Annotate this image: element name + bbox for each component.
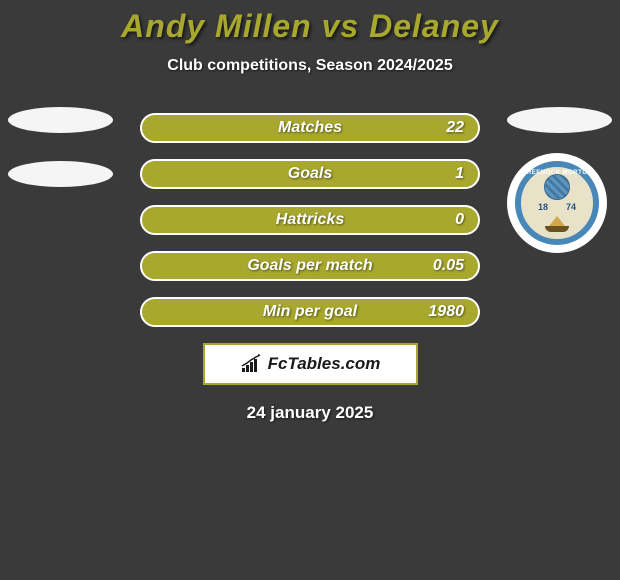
player-badge-placeholder [8,107,113,133]
player-badge-placeholder [507,107,612,133]
stat-label: Min per goal [263,303,357,321]
date-label: 24 january 2025 [0,403,620,423]
bar-chart-icon [240,354,264,374]
stat-value: 1980 [428,303,464,321]
logo-text: FcTables.com [268,354,381,374]
comparison-card: Andy Millen vs Delaney Club competitions… [0,0,620,423]
crest-year: 18 74 [538,202,576,212]
crest-year-left: 18 [538,202,548,212]
logo-content: FcTables.com [240,354,381,374]
stat-label: Hattricks [276,211,344,229]
ship-icon [541,214,573,232]
stat-row: Goals 1 [140,159,480,189]
right-player-badges: GREENOCK MORTON 18 74 [507,107,612,253]
left-player-badges [8,107,113,215]
player-badge-placeholder [8,161,113,187]
stat-value: 0.05 [433,257,464,275]
football-icon [544,174,570,200]
stat-label: Goals per match [247,257,372,275]
stat-row: Goals per match 0.05 [140,251,480,281]
club-crest: GREENOCK MORTON 18 74 [507,153,607,253]
stat-label: Matches [278,119,342,137]
stat-row: Min per goal 1980 [140,297,480,327]
crest-text: GREENOCK MORTON [522,170,592,176]
season-subtitle: Club competitions, Season 2024/2025 [0,57,620,75]
stats-area: GREENOCK MORTON 18 74 Matches 22 [0,113,620,423]
page-title: Andy Millen vs Delaney [0,8,620,45]
crest-inner: GREENOCK MORTON 18 74 [515,161,599,245]
stat-bars: Matches 22 Goals 1 Hattricks 0 Goals per… [140,113,480,327]
crest-year-right: 74 [566,202,576,212]
stat-row: Matches 22 [140,113,480,143]
stat-row: Hattricks 0 [140,205,480,235]
source-logo-box: FcTables.com [203,343,418,385]
stat-label: Goals [288,165,332,183]
stat-value: 22 [446,119,464,137]
stat-value: 1 [455,165,464,183]
stat-value: 0 [455,211,464,229]
